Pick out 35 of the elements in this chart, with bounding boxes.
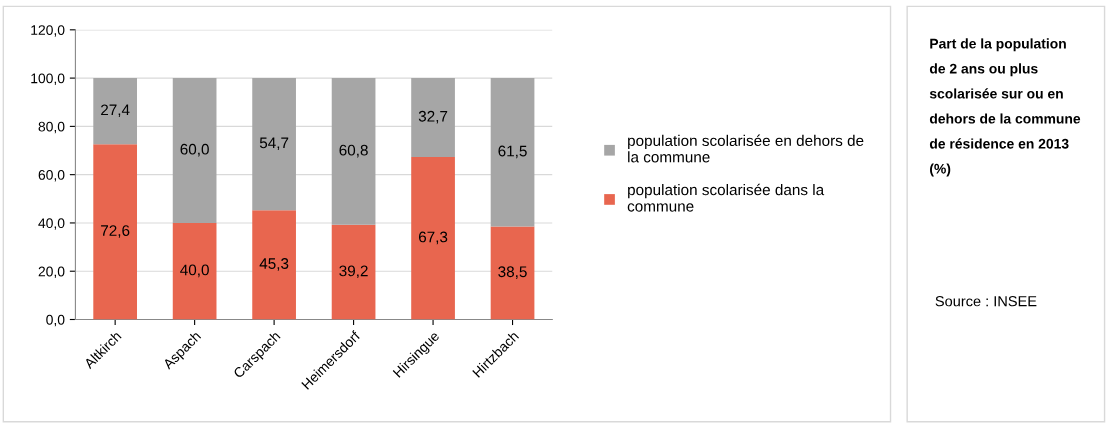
data-label: 60,0 bbox=[180, 143, 209, 157]
bar bbox=[411, 157, 455, 320]
bar bbox=[331, 78, 376, 225]
bar bbox=[172, 78, 217, 223]
data-label: 27,4 bbox=[101, 104, 130, 118]
bar bbox=[252, 78, 296, 211]
bar bbox=[172, 222, 217, 320]
legend-label: population scolarisée dans la commune bbox=[627, 183, 825, 212]
bar bbox=[93, 144, 138, 320]
data-label: 60,8 bbox=[339, 144, 368, 158]
bar bbox=[490, 78, 535, 227]
y-tick-label: 20,0 bbox=[38, 266, 65, 279]
y-tick-label: 40,0 bbox=[38, 218, 65, 230]
bar bbox=[252, 210, 296, 320]
data-label: 32,7 bbox=[418, 110, 448, 124]
data-label: 38,5 bbox=[498, 266, 527, 279]
data-label: 67,3 bbox=[418, 231, 448, 245]
bar bbox=[93, 78, 138, 145]
legend-label: population scolarisée en dehors de la commune bbox=[628, 134, 864, 163]
y-tick-label: 100,0 bbox=[31, 73, 65, 85]
text: Part de la population de 2 ans ou plus scolarisée sur ou en dehors de la commune de résidence en 2013 (%) bbox=[929, 38, 1081, 177]
bar bbox=[331, 224, 376, 320]
bar bbox=[411, 78, 455, 158]
y-tick-label: 80,0 bbox=[38, 121, 65, 134]
bar bbox=[490, 226, 535, 320]
data-label: 72,6 bbox=[101, 225, 130, 238]
y-tick-label: 120,0 bbox=[31, 25, 65, 37]
data-label: 61,5 bbox=[498, 145, 527, 159]
source-note: Source : INSEE bbox=[935, 296, 1037, 307]
data-label: 39,2 bbox=[339, 265, 368, 279]
y-tick-label: 60,0 bbox=[38, 169, 65, 182]
y-tick-label: 0,0 bbox=[46, 314, 65, 327]
data-label: 45,3 bbox=[259, 258, 289, 271]
data-label: 40,0 bbox=[180, 264, 209, 278]
data-label: 54,7 bbox=[259, 137, 289, 151]
